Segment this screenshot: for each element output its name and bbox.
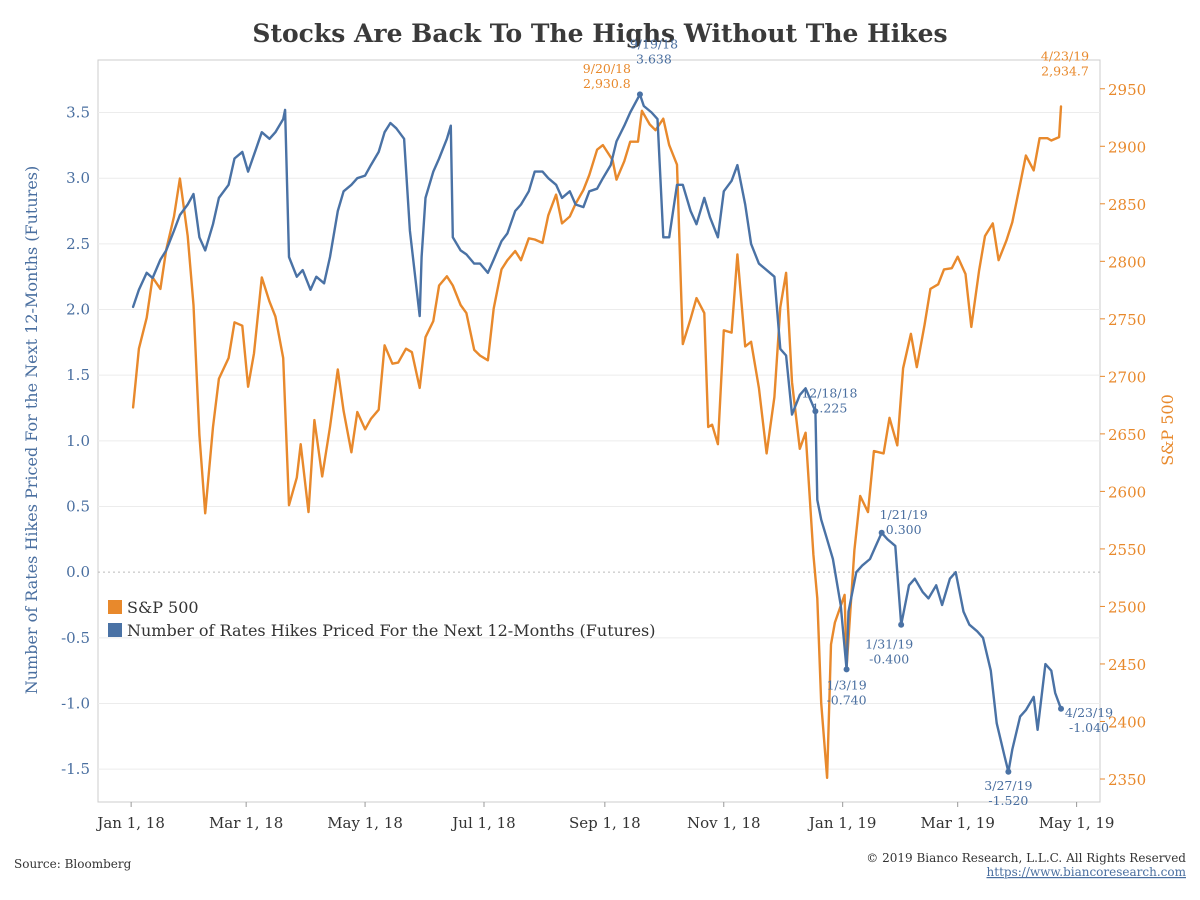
annotations: 9/20/182,930.89/19/183.638 4/23/192,934.7… <box>583 36 1113 807</box>
annotation-date: 1/3/19 <box>826 677 866 692</box>
annotation-label: 12/18/181.225 <box>801 385 857 415</box>
left-axis-ticks: 3.5 3.0 2.5 2.0 1.5 1.0 0.5 0.0 -0.5 -1.0 -1.5 <box>61 104 90 779</box>
left-tick-label: 1.0 <box>66 432 90 450</box>
annotation-label: 9/20/182,930.8 <box>583 61 631 91</box>
annotation-markers <box>636 91 1065 775</box>
website-link[interactable]: https://www.biancoresearch.com <box>987 865 1187 879</box>
right-tick-label: 2350 <box>1108 771 1146 789</box>
x-tick-label: Sep 1, 18 <box>569 814 641 832</box>
annotation-marker <box>878 529 885 536</box>
legend-label-sp500: S&P 500 <box>127 598 199 617</box>
x-tick-label: Jul 1, 18 <box>450 814 515 832</box>
annotation-value: -0.400 <box>869 652 909 667</box>
annotation-value: 2,930.8 <box>583 76 631 91</box>
annotation-label: 4/23/19-1.040 <box>1065 705 1113 735</box>
right-tick-label: 2800 <box>1108 253 1146 271</box>
annotation-date: 4/23/19 <box>1065 705 1113 720</box>
sp500-line <box>131 105 1063 779</box>
x-tick-label: Mar 1, 18 <box>209 814 283 832</box>
grid <box>98 112 1100 770</box>
left-tick-label: -0.5 <box>61 629 90 647</box>
annotation-label: 9/19/183.638 <box>630 36 678 66</box>
right-tick-label: 2400 <box>1108 713 1146 731</box>
right-tick-label: 2450 <box>1108 656 1146 674</box>
annotation-value: 1.225 <box>811 400 847 415</box>
copyright-note: © 2019 Bianco Research, L.L.C. All Right… <box>866 851 1186 865</box>
annotation-value: -0.740 <box>827 692 867 707</box>
annotation-marker <box>636 91 643 98</box>
source-note: Source: Bloomberg <box>14 857 132 871</box>
annotation-label: 4/23/192,934.7 <box>1041 48 1089 78</box>
x-tick-label: Jan 1, 19 <box>807 814 877 832</box>
left-tick-label: -1.5 <box>61 760 90 778</box>
series-lines <box>131 93 1063 779</box>
legend-label-rate-hikes: Number of Rates Hikes Priced For the Nex… <box>127 621 656 640</box>
right-tick-label: 2650 <box>1108 426 1146 444</box>
annotation-label: 3/27/19-1.520 <box>984 778 1032 808</box>
annotation-date: 9/19/18 <box>630 36 678 51</box>
x-tick-label: May 1, 19 <box>1039 814 1115 832</box>
rate-hikes-line <box>131 93 1063 773</box>
annotation-value: 3.638 <box>636 51 672 66</box>
left-axis-label: Number of Rates Hikes Priced For the Nex… <box>22 166 41 695</box>
left-tick-label: 0.0 <box>66 563 90 581</box>
left-tick-label: -1.0 <box>61 695 90 713</box>
right-tick-label: 2850 <box>1108 196 1146 214</box>
annotation-value: -1.520 <box>988 793 1028 808</box>
x-tick-label: Nov 1, 18 <box>687 814 761 832</box>
annotation-value: 0.300 <box>886 522 922 537</box>
right-tick-label: 2950 <box>1108 81 1146 99</box>
annotation-value: -1.040 <box>1069 720 1109 735</box>
annotation-date: 1/21/19 <box>880 507 928 522</box>
annotation-label: 1/31/19-0.400 <box>865 637 913 667</box>
annotation-marker <box>812 408 819 415</box>
right-tick-label: 2700 <box>1108 368 1146 386</box>
right-axis-ticks: 2950 2900 2850 2800 2750 2700 2650 2600 2550 2500… <box>1100 81 1146 789</box>
right-axis-label: S&P 500 <box>1158 394 1177 466</box>
left-tick-label: 0.5 <box>66 498 90 516</box>
annotation-date: 12/18/18 <box>801 385 857 400</box>
annotation-label: 1/21/190.300 <box>880 507 928 537</box>
annotation-marker <box>1005 768 1012 775</box>
right-tick-label: 2550 <box>1108 541 1146 559</box>
x-axis-ticks: Jan 1, 18 Mar 1, 18 May 1, 18 Jul 1, 18 Sep … <box>95 802 1114 832</box>
annotation-date: 3/27/19 <box>984 778 1032 793</box>
annotation-date: 1/31/19 <box>865 637 913 652</box>
plot-frame <box>97 59 1101 803</box>
right-tick-label: 2500 <box>1108 598 1146 616</box>
annotation-date: 4/23/19 <box>1041 48 1089 63</box>
legend-swatch-sp500 <box>108 600 122 614</box>
left-tick-label: 2.0 <box>66 301 90 319</box>
annotation-value: 2,934.7 <box>1041 63 1089 78</box>
annotation-marker <box>1058 705 1065 712</box>
legend: S&P 500 Number of Rates Hikes Priced For… <box>108 598 656 640</box>
x-tick-label: Mar 1, 19 <box>920 814 994 832</box>
annotation-label: 1/3/19-0.740 <box>826 677 866 707</box>
chart-title: Stocks Are Back To The Highs Without The… <box>252 19 947 48</box>
left-tick-label: 2.5 <box>66 235 90 253</box>
x-tick-label: May 1, 18 <box>327 814 403 832</box>
annotation-marker <box>843 666 850 673</box>
left-tick-label: 1.5 <box>66 366 90 384</box>
right-tick-label: 2900 <box>1108 138 1146 156</box>
left-tick-label: 3.0 <box>66 169 90 187</box>
right-tick-label: 2750 <box>1108 311 1146 329</box>
x-tick-label: Jan 1, 18 <box>95 814 165 832</box>
annotation-date: 9/20/18 <box>583 61 631 76</box>
right-tick-label: 2600 <box>1108 483 1146 501</box>
annotation-marker <box>898 621 905 628</box>
left-tick-label: 3.5 <box>66 104 90 122</box>
legend-swatch-rate-hikes <box>108 623 122 637</box>
